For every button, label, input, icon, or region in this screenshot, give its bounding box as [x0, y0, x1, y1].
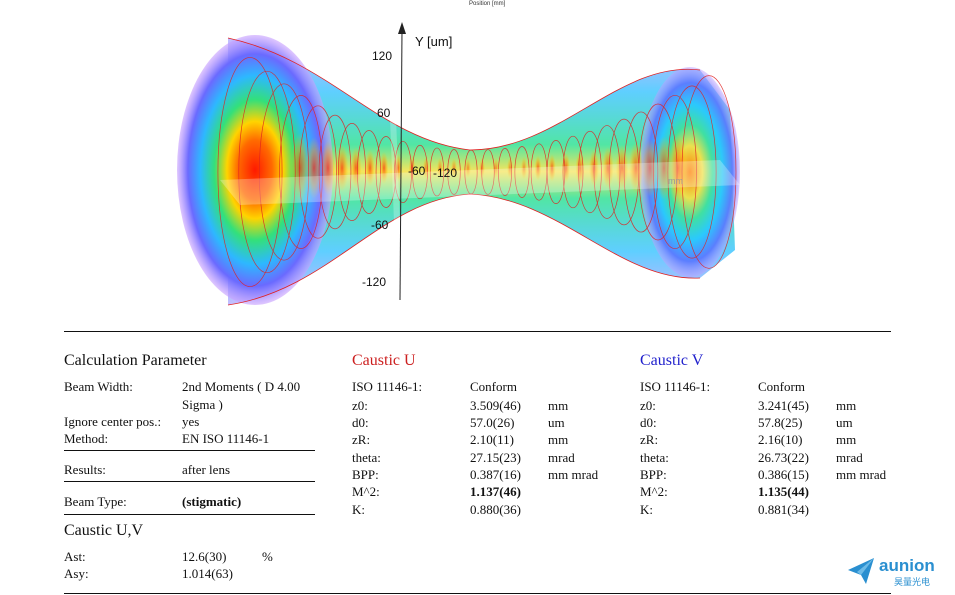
asy-label: Asy: — [64, 566, 89, 581]
caustic-u-title: Caustic U — [352, 352, 416, 370]
caustic-u-unit-z0: mm — [548, 398, 568, 413]
caustic-u-value-bpp: 0.387(16) — [470, 467, 521, 482]
y-tick-120: 120 — [372, 49, 392, 63]
results-value: after lens — [182, 462, 230, 477]
results-label: Results: — [64, 462, 106, 477]
y-tick-60: 60 — [377, 106, 391, 120]
caustic-u-unit-bpp: mm mrad — [548, 467, 598, 482]
caustic-u-value-iso-11146-1: Conform — [470, 379, 517, 394]
caustic-v-unit-d0: um — [836, 415, 853, 430]
beam-type-value: (stigmatic) — [182, 494, 241, 509]
calc-divider-3 — [64, 514, 315, 515]
caustic-u-unit-zr: mm — [548, 432, 568, 447]
y-tick-neg120: -120 — [362, 275, 386, 289]
calc-divider-1 — [64, 450, 315, 451]
caustic-u-value-theta: 27.15(23) — [470, 450, 521, 465]
ast-value: 12.6(30) — [182, 549, 226, 564]
caustic-u-label-m-2: M^2: — [352, 484, 380, 499]
aunion-logo: aunion 昊量光电 — [846, 554, 946, 588]
x-tick-neg120: -120 — [433, 166, 457, 180]
caustic-v-unit-theta: mrad — [836, 450, 863, 465]
y-tick-neg60: -60 — [371, 218, 389, 232]
caustic-v-value-bpp: 0.386(15) — [758, 467, 809, 482]
calc-label-method: Method: — [64, 431, 108, 446]
caustic-v-label-d0: d0: — [640, 415, 657, 430]
y-axis-arrow — [398, 22, 406, 34]
caustic-v-value-m-2: 1.135(44) — [758, 484, 809, 499]
caustic-u-label-z0: z0: — [352, 398, 368, 413]
caustic-u-label-d0: d0: — [352, 415, 369, 430]
caustic-u-label-k: K: — [352, 502, 365, 517]
caustic-u-label-zr: zR: — [352, 432, 370, 447]
caustic-u-value-z0: 3.509(46) — [470, 398, 521, 413]
caustic-v-value-k: 0.881(34) — [758, 502, 809, 517]
caustic-v-label-k: K: — [640, 502, 653, 517]
caustic-v-label-theta: theta: — [640, 450, 669, 465]
caustic-u-value-d0: 57.0(26) — [470, 415, 514, 430]
asy-value: 1.014(63) — [182, 566, 233, 581]
beam-type-label: Beam Type: — [64, 494, 127, 509]
caustic-v-unit-zr: mm — [836, 432, 856, 447]
calc-title: Calculation Parameter — [64, 352, 207, 370]
caustic-v-label-zr: zR: — [640, 432, 658, 447]
logo-subtitle: 昊量光电 — [894, 576, 930, 588]
calc-label-beam-width: Beam Width: — [64, 379, 133, 394]
caustic-v-unit-z0: mm — [836, 398, 856, 413]
caustic-u-unit-theta: mrad — [548, 450, 575, 465]
logo-name: aunion — [879, 556, 935, 575]
top-divider — [64, 331, 891, 332]
caustic-u-label-bpp: BPP: — [352, 467, 379, 482]
caustic-v-value-iso-11146-1: Conform — [758, 379, 805, 394]
caustic-v-label-z0: z0: — [640, 398, 656, 413]
y-axis-label: Y [um] — [415, 34, 452, 49]
beam-caustic-3d-plot: Y [um] 120 60 -60 -120 -60 -120 mm — [0, 0, 955, 330]
bottom-divider — [64, 593, 891, 594]
caustic-u-value-k: 0.880(36) — [470, 502, 521, 517]
caustic-u-value-m-2: 1.137(46) — [470, 484, 521, 499]
caustic-v-value-zr: 2.16(10) — [758, 432, 802, 447]
caustic-u-label-theta: theta: — [352, 450, 381, 465]
calc-value-method: EN ISO 11146-1 — [182, 431, 269, 446]
caustic-u-value-zr: 2.10(11) — [470, 432, 514, 447]
caustic-v-label-bpp: BPP: — [640, 467, 667, 482]
caustic-v-unit-bpp: mm mrad — [836, 467, 886, 482]
calc-label-ignore-center: Ignore center pos.: — [64, 414, 161, 429]
x-tick-neg60: -60 — [408, 164, 426, 178]
ast-unit: % — [262, 549, 273, 564]
calc-value-ignore-center: yes — [182, 414, 199, 429]
faint-unit-label: mm — [668, 176, 683, 186]
caustic-v-label-m-2: M^2: — [640, 484, 668, 499]
caustic-v-value-theta: 26.73(22) — [758, 450, 809, 465]
caustic-v-value-d0: 57.8(25) — [758, 415, 802, 430]
calc-value-beam-width-1: 2nd Moments ( D 4.00 — [182, 379, 300, 394]
calc-divider-2 — [64, 481, 315, 482]
caustic-u-label-iso-11146-1: ISO 11146-1: — [352, 379, 422, 394]
caustic-v-label-iso-11146-1: ISO 11146-1: — [640, 379, 710, 394]
calc-value-beam-width-2: Sigma ) — [182, 397, 223, 412]
caustic-v-value-z0: 3.241(45) — [758, 398, 809, 413]
caustic-u-unit-d0: um — [548, 415, 565, 430]
caustic-v-title: Caustic V — [640, 352, 703, 370]
caustic-uv-title: Caustic U,V — [64, 522, 143, 540]
ast-label: Ast: — [64, 549, 86, 564]
